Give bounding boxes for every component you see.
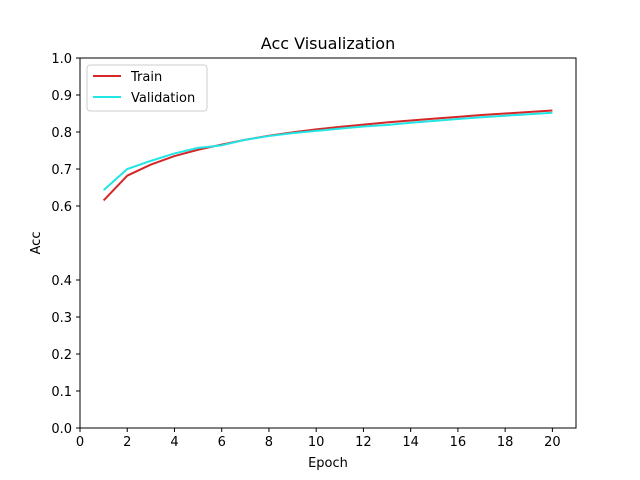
y-axis-ticks: 0.0 0.1 0.2 0.3 0.4 0.6 0.7 0.8 0.9 1.0 [51,52,80,437]
x-tick-label: 2 [123,435,131,450]
y-tick-label: 0.1 [51,385,72,400]
y-tick-label: 0.9 [51,89,72,104]
legend-label-validation: Validation [131,91,195,106]
x-tick-label: 4 [170,435,178,450]
y-tick-label: 0.4 [51,274,72,289]
series-line-validation [102,111,553,191]
legend: Train Validation [86,64,208,112]
series-layer [102,109,553,202]
x-tick-label: 18 [497,435,514,450]
x-tick-label: 6 [218,435,226,450]
plot-area [79,57,577,429]
x-axis-ticks: 0 2 4 6 8 10 12 14 16 18 20 [76,428,561,450]
x-axis-label: Epoch [308,456,348,471]
x-tick-label: 20 [544,435,561,450]
series-line-train [102,109,553,202]
x-tick-label: 0 [76,435,84,450]
x-tick-label: 8 [265,435,273,450]
y-tick-label: 0.6 [51,200,72,215]
y-tick-label: 0.8 [51,126,72,141]
y-tick-label: 0.7 [51,163,72,178]
y-tick-label: 0.2 [51,348,72,363]
x-tick-label: 10 [308,435,325,450]
y-tick-label: 0.3 [51,311,72,326]
y-axis-label: Acc [29,232,44,255]
y-tick-label: 0.0 [51,422,72,437]
x-tick-label: 16 [450,435,467,450]
legend-label-train: Train [130,70,162,85]
chart-title: Acc Visualization [261,34,395,53]
y-tick-label: 1.0 [51,52,72,67]
x-tick-label: 14 [402,435,419,450]
x-tick-label: 12 [355,435,372,450]
